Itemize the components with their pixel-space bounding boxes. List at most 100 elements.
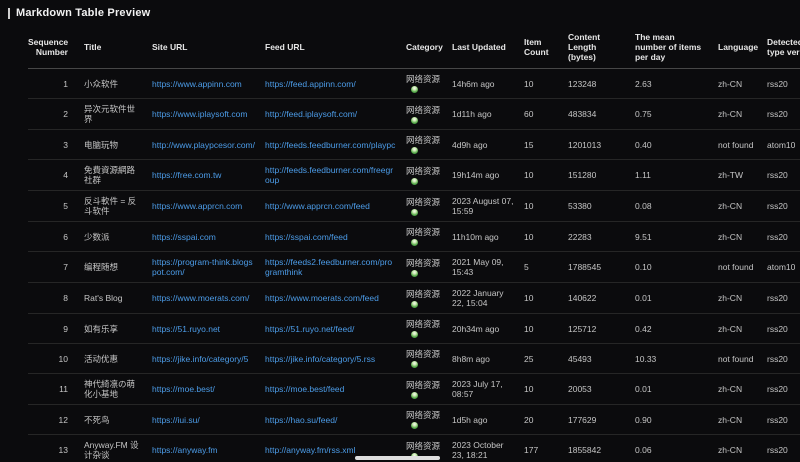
category-cell: 网络资源 [406, 159, 452, 191]
last_updated-cell: 11h10m ago [452, 221, 524, 252]
language-cell: zh-CN [718, 373, 767, 405]
title-cell: Rat's Blog [84, 282, 152, 314]
table-row: 13 Anyway.FM 设计杂谈 https://anyway.fm http://… [28, 434, 800, 462]
site_url-cell: https://anyway.fm [152, 434, 265, 462]
mean_per_day-cell: 0.08 [635, 190, 718, 222]
feeds-table: Sequence Number Title Site URL Feed URL Cate… [28, 26, 800, 462]
content_length-cell: 483834 [568, 98, 635, 130]
feed-url-link[interactable]: http://feeds.feedburner.com/playpc [265, 139, 396, 150]
sequence-number: 2 [28, 98, 84, 130]
sequence-number: 1 [28, 68, 84, 99]
content_length-cell: 125712 [568, 313, 635, 344]
feed-url-link[interactable]: https://hao.su/feed/ [265, 414, 338, 425]
feed_type-cell: atom10 [767, 129, 800, 160]
category-green-dot-icon [411, 86, 418, 93]
column-header-feed_type: Detected feed type version [767, 26, 800, 69]
site-url-link[interactable]: https://free.com.tw [152, 170, 222, 180]
site-url-link[interactable]: https://iui.su/ [152, 414, 200, 425]
feed-url-link[interactable]: https://feeds2.feedburner.com/programthi… [265, 257, 393, 277]
feed-url-link[interactable]: http://feeds.feedburner.com/freegroup [265, 165, 394, 185]
feed_type-cell: rss20 [767, 98, 800, 130]
item_count-cell: 10 [524, 68, 568, 99]
language-cell: zh-TW [718, 159, 767, 191]
item_count-cell: 10 [524, 221, 568, 252]
site-url-link[interactable]: https://program-think.blogspot.com/ [152, 257, 253, 277]
site-url-link[interactable]: https://51.ruyo.net [152, 323, 221, 334]
table-row: 11 神代綺凛の萌化小基地 https://moe.best/https://moe… [28, 373, 800, 405]
category-cell: 网络资源 [406, 313, 452, 344]
sequence-number: 10 [28, 343, 84, 374]
table-row: 5 反斗軟件 = 反斗软件 https://www.apprcn.com http:/… [28, 190, 800, 222]
site_url-cell: https://sspai.com [152, 221, 265, 252]
category-label: 网络资源 [406, 319, 441, 329]
table-row: 9 如有乐享 https://51.ruyo.net https://51.ruyo.… [28, 313, 800, 344]
feed-url-link[interactable]: https://sspai.com/feed [265, 231, 348, 242]
site-url-link[interactable]: https://www.apprcn.com [152, 201, 243, 211]
category-cell: 网络资源 [406, 98, 452, 130]
item_count-cell: 10 [524, 282, 568, 314]
sequence-number: 11 [28, 373, 84, 405]
category-label: 网络资源 [406, 349, 441, 359]
title-cell: 少数派 [84, 221, 152, 252]
site-url-link[interactable]: https://www.moerats.com/ [152, 293, 250, 303]
category-cell: 网络资源 [406, 282, 452, 314]
category-cell: 网络资源 [406, 221, 452, 252]
category-cell: 网络资源 [406, 129, 452, 160]
category-green-dot-icon [411, 208, 418, 216]
last_updated-cell: 2023 October 23, 18:21 [452, 434, 524, 462]
column-header-site_url: Site URL [152, 26, 265, 69]
feed_type-cell: rss20 [767, 68, 800, 99]
column-header-last_updated: Last Updated [452, 26, 524, 69]
site_url-cell: https://iui.su/ [152, 404, 265, 435]
title-cell: 活动优惠 [84, 343, 152, 374]
content_length-cell: 177629 [568, 404, 635, 435]
feed-url-link[interactable]: https://moe.best/feed [265, 384, 345, 394]
feed_url-cell: http://feeds.feedburner.com/freegroup [265, 159, 406, 191]
feed_url-cell: https://hao.su/feed/ [265, 404, 406, 435]
item_count-cell: 10 [524, 313, 568, 344]
item_count-cell: 25 [524, 343, 568, 374]
mean_per_day-cell: 0.42 [635, 313, 718, 344]
mean_per_day-cell: 2.63 [635, 68, 718, 99]
table-row: 6 少数派 https://sspai.com https://sspai.com/f… [28, 221, 800, 252]
feed_url-cell: http://feeds.feedburner.com/playpc [265, 129, 406, 160]
item_count-cell: 5 [524, 251, 568, 283]
feed_type-cell: rss20 [767, 313, 800, 344]
last_updated-cell: 2023 August 07, 15:59 [452, 190, 524, 222]
feed-url-link[interactable]: http://www.apprcn.com/feed [265, 201, 370, 211]
horizontal-scrollbar-thumb[interactable] [355, 456, 440, 460]
table-header-row: Sequence Number Title Site URL Feed URL Cate… [28, 26, 800, 69]
last_updated-cell: 2023 July 17, 08:57 [452, 373, 524, 405]
feed_url-cell: https://www.moerats.com/feed [265, 282, 406, 314]
site-url-link[interactable]: https://moe.best/ [152, 384, 215, 394]
item_count-cell: 20 [524, 404, 568, 435]
site-url-link[interactable]: http://www.playpcesor.com/ [152, 139, 255, 150]
feed_type-cell: rss20 [767, 343, 800, 374]
feed-url-link[interactable]: https://51.ruyo.net/feed/ [265, 323, 355, 334]
category-green-dot-icon [411, 116, 418, 124]
category-label: 网络资源 [406, 257, 441, 268]
site-url-link[interactable]: https://sspai.com [152, 231, 216, 242]
mean_per_day-cell: 0.40 [635, 129, 718, 160]
sequence-number: 13 [28, 434, 84, 462]
site-url-link[interactable]: https://www.appinn.com [152, 78, 242, 89]
site-url-link[interactable]: https://www.iplaysoft.com [152, 109, 248, 119]
category-cell: 网络资源 [406, 190, 452, 222]
feed-url-link[interactable]: https://jike.info/category/5.rss [265, 353, 376, 364]
feed-url-link[interactable]: https://feed.appinn.com/ [265, 78, 356, 89]
site-url-link[interactable]: https://jike.info/category/5 [152, 353, 249, 364]
feed-url-link[interactable]: http://feed.iplaysoft.com/ [265, 109, 358, 119]
feed_url-cell: https://sspai.com/feed [265, 221, 406, 252]
item_count-cell: 10 [524, 159, 568, 191]
site-url-link[interactable]: https://anyway.fm [152, 445, 218, 455]
feed-url-link[interactable]: https://www.moerats.com/feed [265, 293, 379, 303]
content_length-cell: 151280 [568, 159, 635, 191]
mean_per_day-cell: 9.51 [635, 221, 718, 252]
category-green-dot-icon [411, 147, 418, 154]
title-cell: 如有乐享 [84, 313, 152, 344]
site_url-cell: https://jike.info/category/5 [152, 343, 265, 374]
feed_type-cell: rss20 [767, 404, 800, 435]
item_count-cell: 60 [524, 98, 568, 130]
feed-url-link[interactable]: http://anyway.fm/rss.xml [265, 445, 356, 455]
site_url-cell: https://www.apprcn.com [152, 190, 265, 222]
